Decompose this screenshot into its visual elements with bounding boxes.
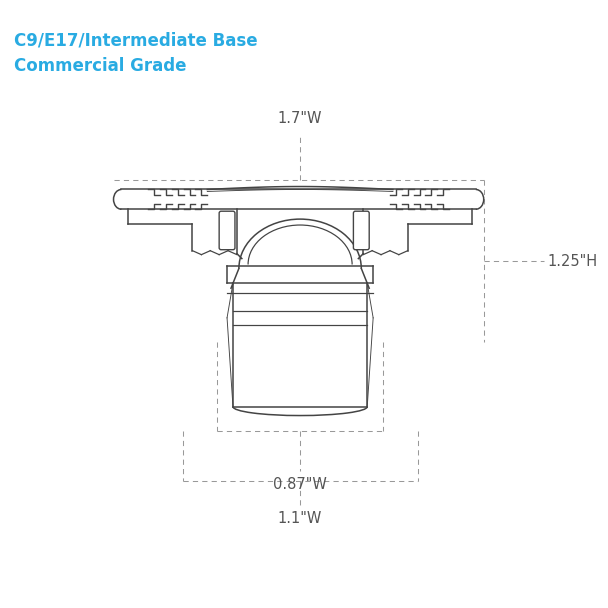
Text: 1.7"W: 1.7"W (278, 111, 322, 126)
FancyBboxPatch shape (353, 211, 369, 250)
Text: C9/E17/Intermediate Base
Commercial Grade: C9/E17/Intermediate Base Commercial Grad… (14, 32, 257, 75)
Text: 1.25"H: 1.25"H (548, 254, 598, 269)
Text: 0.87"W: 0.87"W (273, 477, 327, 492)
Polygon shape (122, 190, 476, 209)
Text: 1.1"W: 1.1"W (278, 511, 322, 527)
FancyBboxPatch shape (219, 211, 235, 250)
